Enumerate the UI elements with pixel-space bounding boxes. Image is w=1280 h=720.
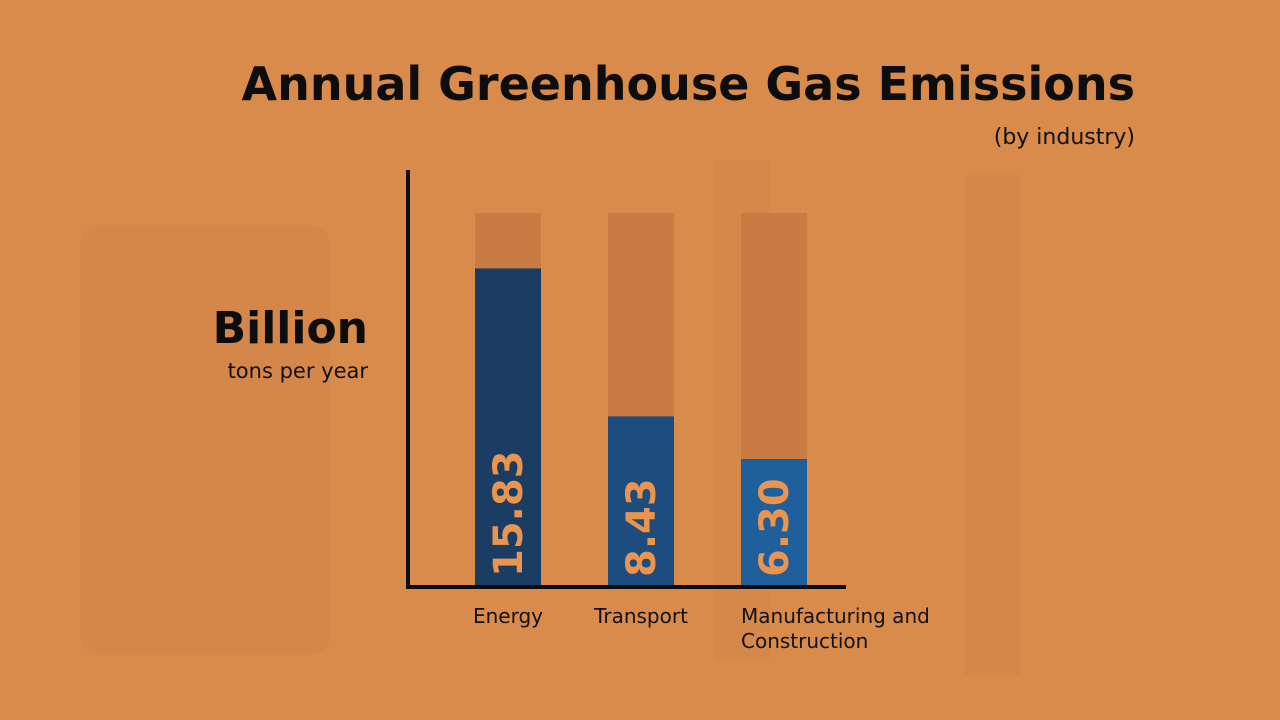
y-axis-sublabel: tons per year	[228, 359, 369, 383]
value-label: 6.30	[752, 478, 798, 577]
y-axis-label: Billion	[213, 303, 368, 354]
bar	[741, 459, 807, 585]
x-tick-label: Manufacturing and Construction	[741, 604, 930, 653]
chart-title: Annual Greenhouse Gas Emissions	[241, 57, 1135, 111]
value-label: 15.83	[486, 450, 532, 577]
background-tower	[80, 225, 330, 655]
bar	[475, 268, 541, 585]
chart-subtitle: (by industry)	[994, 125, 1135, 150]
background-chimney	[965, 175, 1020, 675]
value-label: 8.43	[619, 478, 665, 577]
x-tick-label: Energy	[472, 604, 544, 628]
x-tick-label: Transport	[594, 604, 688, 628]
bar	[608, 416, 674, 585]
